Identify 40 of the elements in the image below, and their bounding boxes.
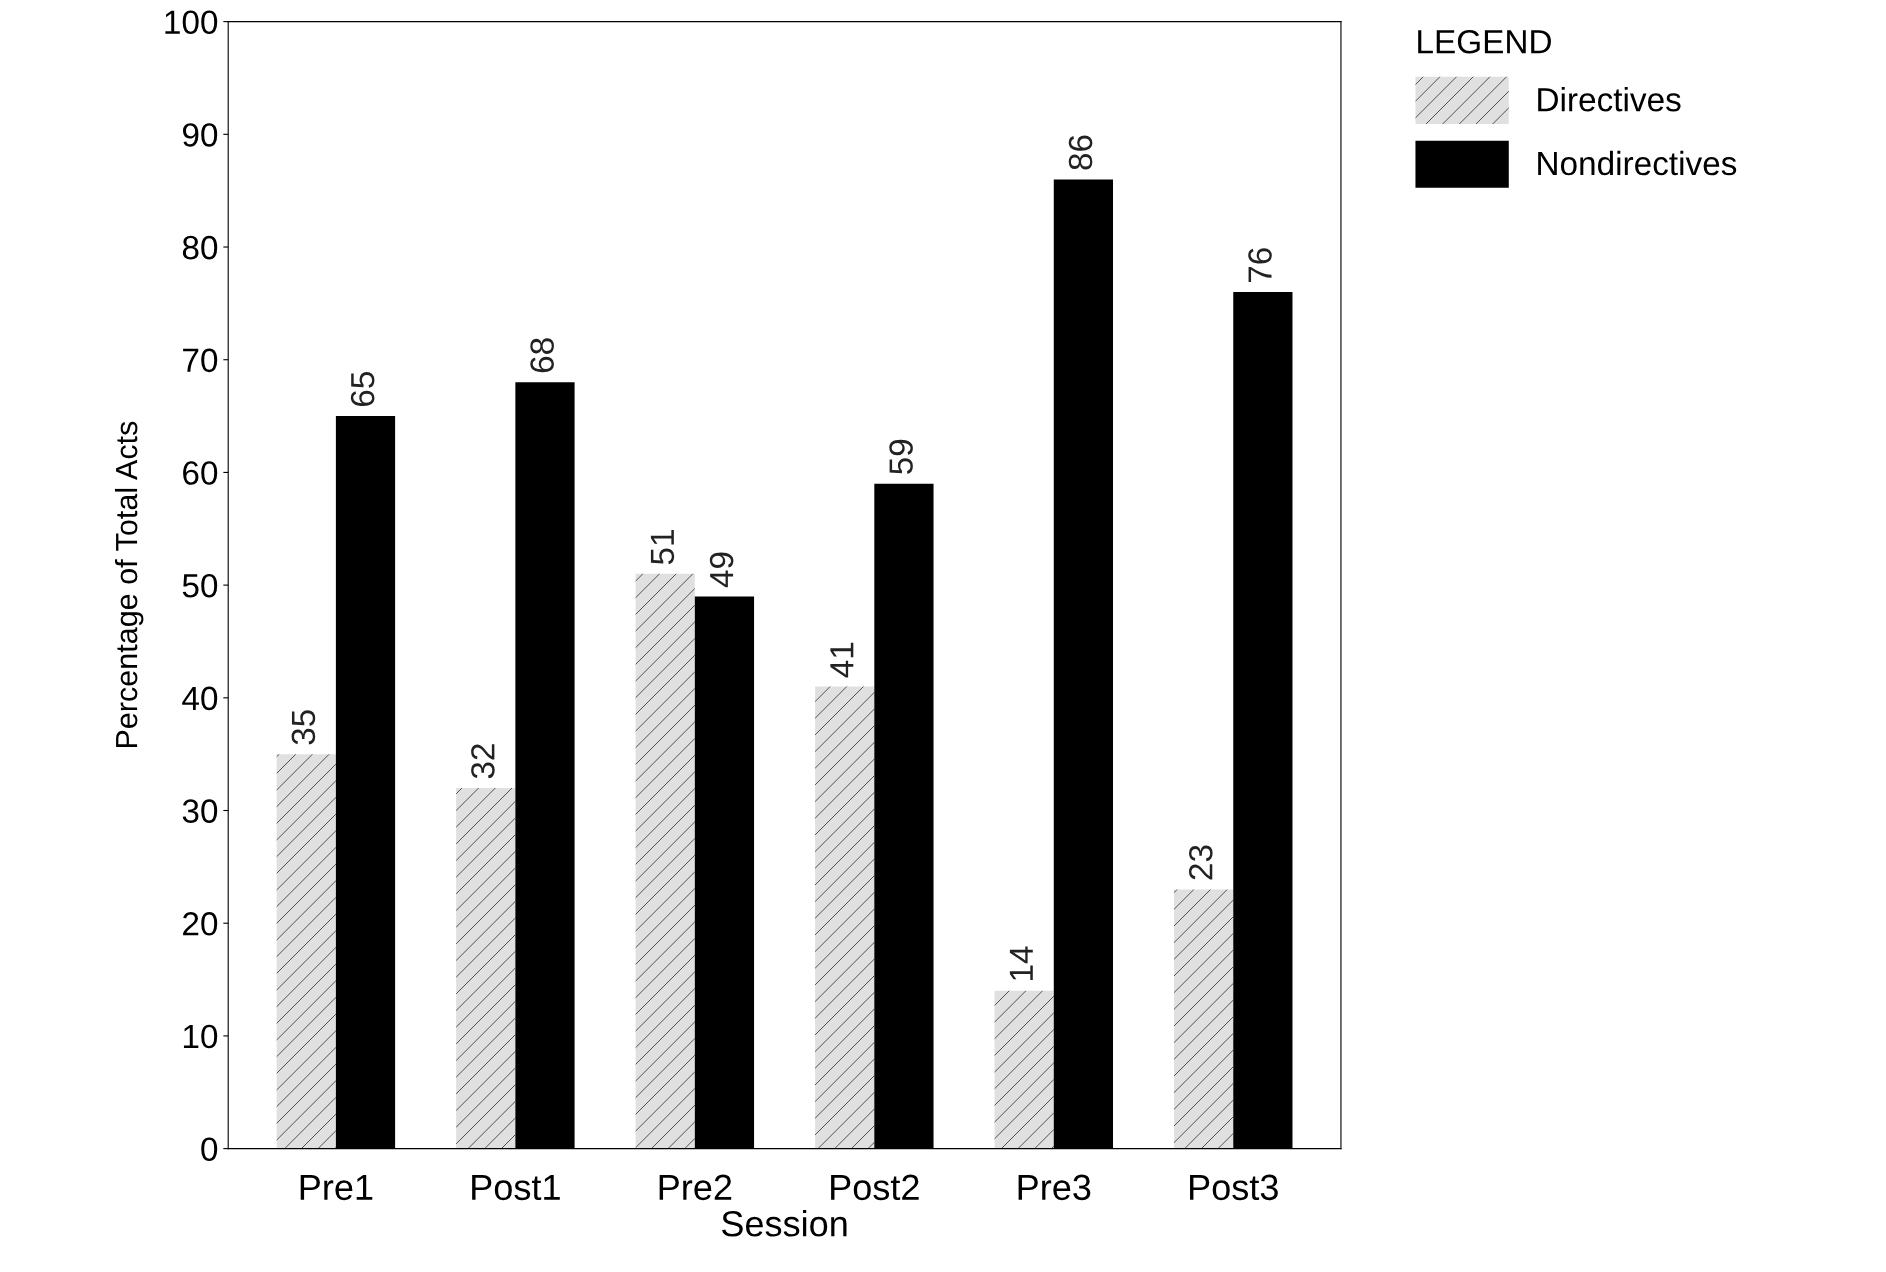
y-tick-label: 30 (182, 799, 218, 823)
data-label: 14 (1009, 946, 1033, 980)
y-tick-label: 10 (183, 1024, 218, 1049)
data-label: 41 (830, 642, 854, 678)
data-label: 35 (291, 710, 316, 745)
data-label: 68 (530, 338, 554, 373)
x-tick-label: Pre3 (1018, 1174, 1091, 1201)
y-tick-label: 80 (182, 235, 218, 260)
y-tick-label: 70 (183, 348, 218, 373)
y-tick-label: 100 (165, 10, 218, 35)
bar (1174, 889, 1234, 1149)
data-label: 51 (650, 530, 675, 565)
legend-label: Nondirectives (1538, 150, 1737, 176)
bar (994, 990, 1054, 1149)
y-tick-label: 50 (182, 573, 218, 598)
y-tick-label: 0 (201, 1137, 218, 1162)
x-axis-title: Session (721, 1210, 847, 1237)
data-label: 65 (350, 372, 375, 407)
legend-label: Directives (1538, 87, 1681, 112)
x-tick-label: Post3 (1190, 1174, 1278, 1201)
bar (276, 754, 336, 1149)
x-tick-label: Post1 (472, 1174, 560, 1201)
y-tick-label: 90 (182, 123, 218, 147)
data-label: 32 (471, 744, 495, 779)
data-label: 59 (889, 439, 913, 475)
bar (635, 573, 695, 1149)
legend-title: LEGEND (1418, 29, 1551, 54)
y-axis-title: Percentage of Total Acts (114, 421, 144, 748)
bar (815, 686, 875, 1149)
bar (456, 787, 516, 1149)
data-label: 76 (1248, 248, 1272, 283)
x-tick-label: Post2 (831, 1174, 919, 1201)
y-tick-label: 60 (183, 461, 218, 485)
data-label: 49 (709, 552, 734, 588)
x-tick-label: Pre2 (659, 1174, 732, 1201)
y-tick-label: 20 (183, 912, 218, 936)
data-label: 23 (1188, 845, 1213, 880)
x-tick-label: Pre1 (300, 1174, 373, 1201)
data-label: 86 (1068, 135, 1093, 170)
y-tick-label: 40 (182, 686, 218, 711)
